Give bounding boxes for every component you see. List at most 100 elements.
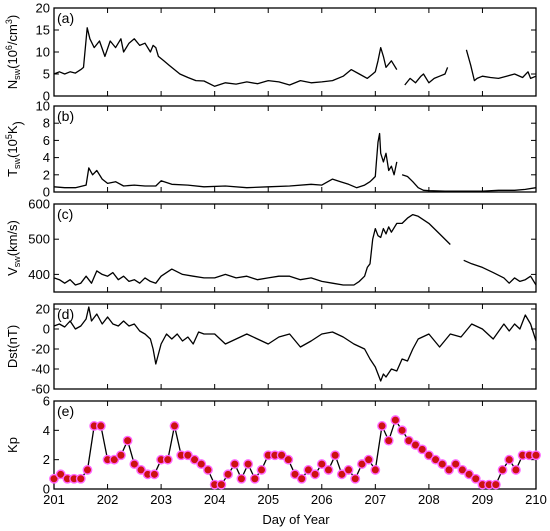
y-tick-label: 10 (36, 99, 50, 114)
y-label-part: (10 (5, 139, 20, 158)
kp-point (504, 454, 515, 465)
x-tick-label: 203 (150, 492, 172, 507)
kp-point (390, 415, 401, 425)
y-label-part: sw (12, 68, 22, 80)
y-label-part: T (5, 169, 20, 177)
kp-point (189, 454, 200, 465)
y-tick-label: 0 (43, 322, 50, 337)
kp-point (216, 479, 227, 490)
kp-point (444, 465, 454, 475)
kp-point (75, 473, 86, 484)
kp-point (283, 454, 294, 465)
kp-point (450, 459, 461, 469)
y-label-part: V (5, 267, 20, 276)
kp-point (470, 473, 481, 484)
y-tick-label: 0 (43, 89, 50, 104)
kp-point (182, 450, 193, 461)
kp-point (336, 469, 347, 480)
y-axis-label: Kp (5, 437, 20, 453)
series-line (404, 67, 449, 86)
y-axis-label: Dst(nT) (5, 325, 20, 368)
kp-point (417, 444, 428, 455)
y-axis-label: Tsw(105K) (4, 121, 25, 177)
kp-point (511, 465, 521, 475)
kp-point (370, 465, 381, 475)
kp-point (343, 465, 354, 475)
y-tick-label: 500 (28, 232, 50, 247)
series-line (53, 132, 398, 189)
y-label-part: ) (10, 121, 25, 125)
y-label-part: /cm (5, 24, 20, 45)
series-line (53, 27, 398, 87)
kp-point (229, 459, 240, 469)
x-tick-label: 204 (204, 492, 226, 507)
y-tick-label: 0 (43, 482, 50, 497)
y-label-part: sw (12, 157, 22, 169)
kp-point (95, 421, 106, 431)
panel-label: (a) (57, 10, 74, 26)
y-tick-label: 400 (28, 267, 50, 282)
x-tick-label: 207 (364, 492, 386, 507)
panels: 05101520(a)Nsw(106/cm3)0246810(b)Tsw(105… (4, 1, 541, 497)
panel-frame (53, 105, 537, 193)
y-tick-label: 8 (43, 116, 50, 131)
x-tick-label: 201 (43, 492, 65, 507)
y-label-part: 5 (4, 134, 14, 139)
panel-label: (b) (57, 108, 74, 124)
kp-point (403, 435, 414, 446)
y-tick-label: 600 (28, 197, 50, 212)
y-label-part: 6 (4, 45, 14, 50)
y-tick-label: 4 (43, 423, 50, 438)
panel-label: (c) (57, 206, 73, 222)
y-tick-label: -40 (31, 362, 50, 377)
y-tick-label: 2 (43, 167, 50, 182)
y-tick-label: 10 (36, 45, 50, 60)
kp-point (236, 473, 247, 484)
kp-point (223, 469, 233, 480)
kp-point (357, 459, 367, 469)
y-label-part: K (5, 125, 20, 134)
panel-frame (53, 203, 537, 293)
kp-point (276, 450, 287, 461)
y-tick-label: 5 (43, 67, 50, 82)
y-tick-label: -60 (31, 382, 50, 397)
kp-point (423, 450, 434, 461)
y-tick-label: 20 (36, 302, 50, 317)
panel-2: 0 2 4 6 8 10 (b) Tsw(105K) (4, 99, 537, 200)
x-tick-label: 205 (257, 492, 279, 507)
kp-point (196, 459, 207, 469)
panel-label: (e) (57, 403, 74, 419)
x-tick-label: 210 (525, 492, 547, 507)
y-label-part: sw (12, 256, 22, 268)
kp-point (457, 465, 468, 475)
kp-point (430, 454, 441, 465)
y-tick-label: 0 (43, 185, 50, 200)
kp-point (136, 465, 146, 475)
y-label-part: (10 (5, 50, 20, 69)
kp-point (243, 459, 254, 469)
kp-point (296, 473, 307, 484)
kp-point (49, 473, 59, 484)
kp-point (162, 454, 173, 465)
kp-point (82, 465, 93, 475)
panel-label: (d) (57, 306, 74, 322)
kp-point (303, 465, 314, 475)
series-line (53, 213, 451, 286)
kp-point (316, 459, 327, 469)
panel-5: 0 2 4 6 (e) Kp (5, 394, 541, 497)
y-axis-label: Vsw(km/s) (5, 220, 22, 276)
x-axis-title: Day of Year (262, 512, 330, 527)
kp-point (55, 469, 66, 480)
x-tick-label: 208 (418, 492, 440, 507)
kp-point (169, 421, 180, 431)
kp-point (290, 469, 300, 480)
kp-point (256, 465, 267, 475)
kp-point (437, 459, 448, 469)
y-tick-label: 6 (43, 394, 50, 409)
x-tick-label: 202 (97, 492, 119, 507)
series-line (401, 174, 537, 192)
kp-point (464, 469, 474, 480)
y-label-part: 3 (4, 19, 14, 24)
y-tick-label: 15 (36, 23, 50, 38)
y-label-part: Dst(nT) (5, 325, 20, 368)
